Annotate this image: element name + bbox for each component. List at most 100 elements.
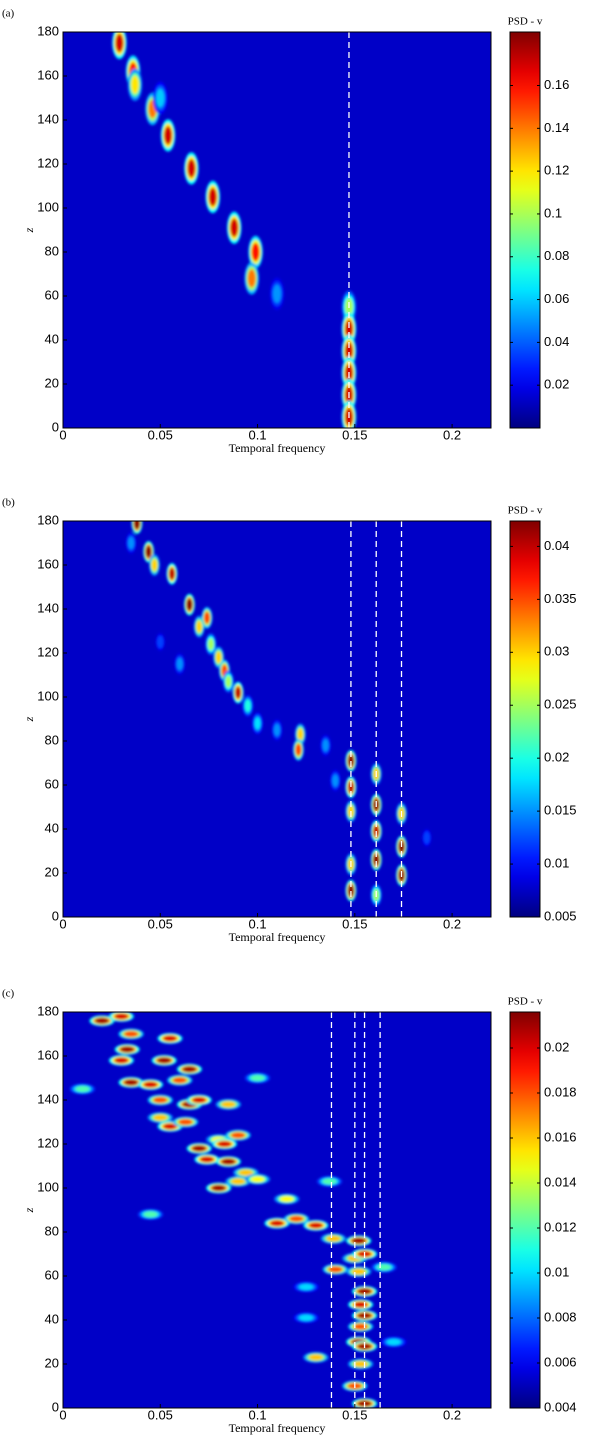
heat-peak — [187, 159, 196, 178]
heat-peak — [344, 320, 353, 338]
plot-background — [63, 521, 491, 917]
colorbar-tick-label: 0.025 — [544, 697, 577, 712]
heat-peak — [157, 636, 164, 648]
heat-peak — [353, 1323, 368, 1330]
y-tick-label: 120 — [37, 644, 59, 659]
heat-peak — [120, 1046, 135, 1053]
panel-label: (a) — [2, 8, 15, 20]
heat-peak — [332, 774, 339, 787]
heat-peak — [75, 1086, 90, 1092]
heat-peak — [238, 1169, 253, 1176]
y-tick-label: 140 — [37, 1091, 59, 1106]
colorbar-tick-label: 0.12 — [544, 163, 569, 178]
panel-label: (c) — [2, 988, 15, 1000]
x-tick-label: 0.15 — [342, 427, 367, 442]
y-tick-label: 180 — [37, 512, 59, 527]
heat-peak — [163, 1123, 177, 1130]
colorbar-label: PSD - v — [508, 505, 543, 517]
heat-peak — [186, 598, 193, 611]
heat-peak — [114, 1013, 129, 1020]
heat-peak — [250, 1075, 265, 1081]
panel-label: (b) — [2, 497, 15, 509]
panel: (b) 0 0.05 0.1 0.15 0.2 0 20 40 60 80 100 120 140 160 1… — [2, 497, 577, 944]
colorbar-tick-label: 0.004 — [544, 1399, 577, 1414]
heat-peak — [225, 675, 232, 688]
y-tick-label: 80 — [45, 1223, 59, 1238]
y-tick-label: 100 — [37, 688, 59, 703]
heat-peak — [308, 1222, 323, 1229]
y-tick-label: 160 — [37, 67, 59, 82]
heat-peak — [192, 1145, 207, 1152]
heat-peak — [386, 1339, 401, 1345]
y-tick-label: 120 — [37, 155, 59, 170]
y-tick-label: 180 — [37, 23, 59, 38]
heat-peak — [328, 1266, 343, 1273]
y-tick-label: 0 — [52, 419, 59, 434]
heat-peak — [133, 521, 140, 530]
heat-peak — [254, 717, 261, 730]
heat-peak — [231, 1178, 246, 1185]
heat-peak — [347, 754, 354, 767]
colorbar-tick-label: 0.016 — [544, 1129, 577, 1144]
heat-peak — [235, 686, 242, 699]
y-tick-label: 80 — [45, 732, 59, 747]
heat-peak — [423, 831, 430, 844]
heat-peak — [124, 1079, 139, 1086]
colorbar-label: PSD - v — [508, 16, 543, 28]
heat-peak — [295, 743, 302, 756]
heat-peak — [247, 269, 256, 288]
heat-peak — [273, 284, 281, 303]
heat-peak — [211, 1185, 226, 1191]
heat-peak — [94, 1017, 109, 1024]
heat-peak — [203, 611, 210, 624]
y-tick-label: 40 — [45, 1311, 59, 1326]
plot-background — [63, 32, 491, 428]
y-tick-label: 160 — [37, 556, 59, 571]
heat-peak — [299, 1284, 314, 1290]
heat-peak — [270, 1220, 284, 1227]
heat-peak — [145, 545, 152, 558]
heat-peak — [217, 1141, 232, 1147]
panel: (c) 0 0.05 0.1 0.15 0.2 0 20 40 60 80 100 120 140 160 1… — [2, 988, 577, 1435]
y-tick-label: 120 — [37, 1135, 59, 1150]
heat-peak — [221, 1101, 236, 1108]
colorbar-tick-label: 0.012 — [544, 1219, 577, 1234]
axes-frame — [62, 520, 492, 918]
colorbar-tick-label: 0.005 — [544, 908, 577, 923]
x-tick-label: 0 — [59, 1407, 66, 1422]
x-tick-label: 0.1 — [249, 916, 267, 931]
heat-peak — [114, 1057, 129, 1064]
x-tick-label: 0.1 — [249, 427, 267, 442]
y-tick-label: 180 — [37, 1003, 59, 1018]
heat-peak — [215, 651, 222, 664]
heat-peak — [176, 658, 183, 670]
colorbar-tick-label: 0.16 — [544, 77, 569, 92]
heat-peak — [353, 1361, 368, 1367]
x-axis-label: Temporal frequency — [229, 930, 326, 944]
y-axis-label: z — [22, 716, 36, 722]
heat-peak — [164, 126, 173, 145]
colorbar-tick-label: 0.008 — [544, 1309, 577, 1324]
x-tick-label: 0.05 — [148, 1407, 173, 1422]
colorbar-tick-label: 0.14 — [544, 120, 569, 135]
y-tick-label: 20 — [45, 1355, 59, 1370]
colorbar-tick-label: 0.02 — [544, 377, 569, 392]
colorbar-tick-label: 0.04 — [544, 334, 569, 349]
colorbar-tick-label: 0.02 — [544, 750, 569, 765]
heat-peak — [326, 1235, 341, 1242]
heat-peak — [130, 75, 139, 94]
colorbar — [509, 520, 541, 918]
x-tick-label: 0.15 — [342, 916, 367, 931]
colorbar-tick-label: 0.1 — [544, 205, 562, 220]
heat-peak — [207, 638, 214, 651]
heat-peak — [322, 1178, 337, 1185]
heat-peak — [344, 342, 353, 360]
heat-peak — [297, 728, 304, 741]
colorbar-tick-label: 0.06 — [544, 291, 569, 306]
heat-peak — [178, 1119, 193, 1125]
axes-frame — [62, 31, 492, 429]
heat-peak — [182, 1066, 197, 1073]
heat-peak — [279, 1196, 294, 1202]
colorbar-tick-label: 0.014 — [544, 1174, 577, 1189]
